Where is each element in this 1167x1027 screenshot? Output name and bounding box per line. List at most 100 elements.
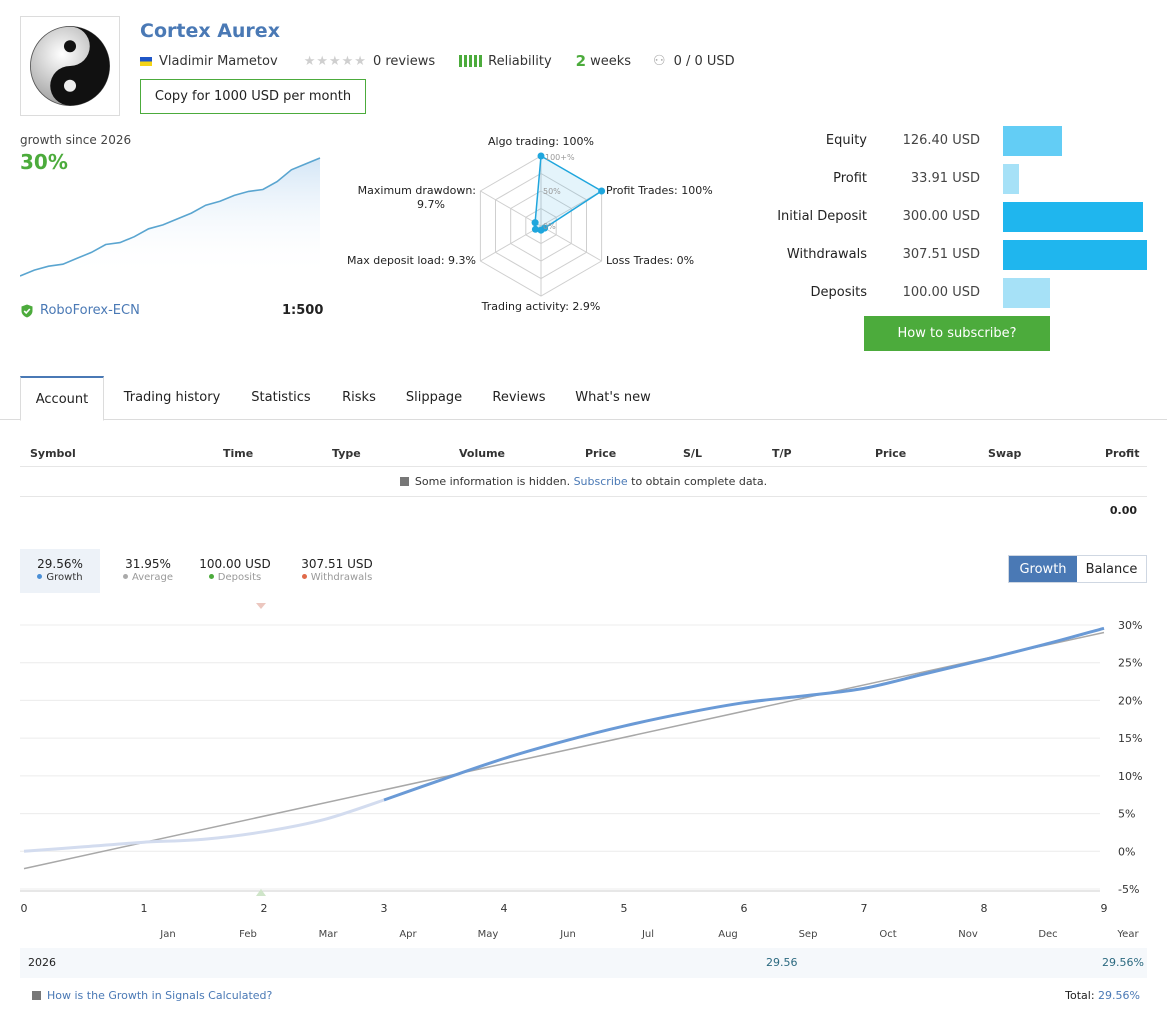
mini-chart-line — [20, 157, 321, 277]
y-tick-label: 25% — [1118, 657, 1142, 670]
stat-bar-deposits — [1003, 278, 1050, 308]
col-time: Time — [223, 447, 254, 460]
stat-label-initial-deposit: Initial Deposit — [777, 209, 867, 224]
stat-label-withdrawals: Withdrawals — [786, 247, 867, 262]
tab-statistics[interactable]: Statistics — [251, 390, 311, 405]
subscribe-link[interactable]: Subscribe — [573, 475, 628, 488]
average-dot-icon — [122, 574, 128, 579]
tab-slippage[interactable]: Slippage — [405, 390, 463, 405]
radar-point — [531, 219, 539, 227]
y-tick-label: 10% — [1118, 770, 1142, 783]
x-tick-label: 9 — [1101, 902, 1108, 915]
average-line — [23, 631, 1105, 870]
reliability-icon — [459, 55, 483, 67]
rating-stars-icon: ★★★★★ — [303, 53, 367, 69]
x-tick-label: 0 — [21, 902, 28, 915]
col-symbol: Symbol — [30, 447, 76, 460]
divider — [20, 496, 1147, 497]
month-label: Oct — [879, 929, 896, 940]
legend-deposits-label: Deposits — [217, 572, 262, 583]
legend-growth[interactable]: 29.56% Growth — [20, 549, 100, 593]
y-tick-label: 5% — [1118, 808, 1135, 821]
legend-deposits[interactable]: 100.00 USD Deposits — [192, 549, 278, 593]
broker-name[interactable]: RoboForex-ECN — [40, 303, 140, 318]
month-labels: Jan Feb Mar Apr May Jun Jul Aug Sep Oct Nov Dec Year — [159, 929, 1139, 940]
col-tp: T/P — [772, 447, 792, 460]
how-growth-text[interactable]: How is the Growth in Signals Calculated? — [47, 989, 273, 1002]
leverage: 1:500 — [282, 303, 324, 318]
broker[interactable]: RoboForex-ECN — [20, 303, 140, 318]
weeks-label: weeks — [590, 53, 632, 69]
growth-line — [383, 626, 1105, 802]
document-icon — [399, 477, 409, 486]
stat-value-initial-deposit: 300.00 USD — [902, 209, 980, 224]
stat-bar-withdrawals — [1003, 240, 1147, 270]
how-to-subscribe-button[interactable]: How to subscribe? — [864, 316, 1050, 351]
total-growth: Total: 29.56% — [990, 989, 1140, 1002]
withdrawals-dot-icon — [301, 574, 307, 579]
legend-average[interactable]: 31.95% Average — [108, 549, 188, 593]
flag-icon — [140, 56, 152, 66]
subscribers-value: 0 / 0 USD — [673, 53, 735, 69]
tab-reviews[interactable]: Reviews — [492, 390, 546, 405]
y-tick-label: -5% — [1118, 883, 1139, 896]
author-name[interactable]: Vladimir Mametov — [159, 53, 278, 69]
copy-button[interactable]: Copy for 1000 USD per month — [140, 79, 366, 114]
radar-chart: 100+% 50% 0% Algo trading: 100% Profit T… — [347, 135, 713, 313]
reviews-count[interactable]: 0 reviews — [372, 53, 436, 69]
month-label: Sep — [799, 929, 818, 940]
x-tick-label: 8 — [981, 902, 988, 915]
growth-toggle-button[interactable]: Growth — [1009, 556, 1077, 582]
radar-label-load: Max deposit load: 9.3% — [347, 254, 476, 267]
radar-spoke — [480, 225, 542, 262]
month-label: Year — [1116, 929, 1139, 940]
growth-value: 30% — [20, 150, 68, 174]
month-label: May — [478, 929, 499, 940]
legend-growth-value: 29.56% — [37, 557, 83, 571]
deposit-marker-icon — [256, 889, 266, 896]
how-growth-calculated-link[interactable]: How is the Growth in Signals Calculated? — [32, 989, 272, 1002]
balance-toggle-button[interactable]: Balance — [1085, 561, 1138, 577]
year-sep-value: 29.56 — [766, 956, 798, 969]
radar-point — [531, 225, 539, 233]
shield-check-icon — [21, 304, 33, 317]
radar-spoke — [540, 225, 602, 262]
stat-bar-equity — [1003, 126, 1062, 156]
legend-average-label: Average — [131, 572, 174, 583]
month-label: Jul — [641, 929, 654, 940]
total-label: Total: — [1065, 989, 1095, 1002]
col-profit: Profit — [1105, 447, 1140, 460]
radar-label-drawdown: Maximum drawdown: — [358, 184, 476, 197]
signal-title[interactable]: Cortex Aurex — [140, 20, 280, 42]
y-tick-label: 0% — [1118, 845, 1135, 858]
tab-account[interactable]: Account — [20, 376, 104, 421]
tab-whats-new[interactable]: What's new — [575, 390, 651, 405]
stat-label-equity: Equity — [825, 133, 867, 148]
radar-tick-50: 50% — [543, 187, 561, 196]
x-axis-ticks: 0 1 2 3 4 5 6 7 8 9 — [21, 902, 1108, 915]
subscribers-icon: ⚇ — [653, 53, 666, 69]
month-label: Aug — [718, 929, 738, 940]
col-type: Type — [332, 447, 361, 460]
stat-value-deposits: 100.00 USD — [902, 285, 980, 300]
legend-withdrawals-label: Withdrawals — [310, 572, 373, 583]
radar-point — [537, 152, 545, 160]
legend-withdrawals[interactable]: 307.51 USD Withdrawals — [290, 549, 384, 593]
reliability-label: Reliability — [488, 53, 552, 69]
tab-bar: Account Trading history Statistics Risks… — [0, 376, 1167, 421]
tab-risks[interactable]: Risks — [342, 390, 376, 405]
radar-label-drawdown-value: 9.7% — [417, 198, 445, 211]
month-label: Dec — [1038, 929, 1057, 940]
month-label: Nov — [958, 929, 978, 940]
growth-dot-icon — [37, 574, 43, 579]
chart-mode-toggle: Growth Balance — [1008, 555, 1147, 583]
x-tick-label: 7 — [861, 902, 868, 915]
avatar — [20, 16, 120, 116]
col-volume: Volume — [459, 447, 505, 460]
chart-grid — [20, 624, 1100, 892]
tab-trading-history[interactable]: Trading history — [123, 390, 221, 405]
growth-line-history — [23, 798, 385, 853]
mini-growth-chart — [20, 157, 321, 277]
stat-value-equity: 126.40 USD — [902, 133, 980, 148]
stat-label-deposits: Deposits — [810, 285, 867, 300]
